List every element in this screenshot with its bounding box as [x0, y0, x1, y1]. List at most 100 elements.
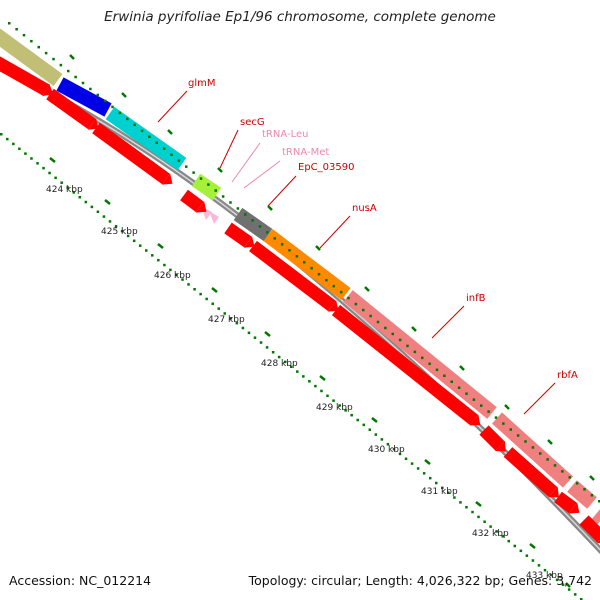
outer-scale-dot [288, 249, 291, 252]
inner-scale-dot [555, 578, 559, 582]
inner-scale-dot [199, 292, 202, 296]
inner-scale-dot [145, 249, 148, 252]
scale-label: 427 kbp [208, 315, 245, 325]
outer-scale-dot [583, 488, 586, 491]
outer-scale-dot [465, 392, 468, 395]
scale-label: 430 kbp [368, 445, 405, 455]
outer-major-tick [459, 365, 465, 371]
inner-scale-dot [253, 336, 257, 339]
inner-scale-dot [211, 302, 214, 306]
cds-arrow [92, 122, 170, 185]
trna-met-marker [209, 211, 219, 224]
inner-scale-dot [404, 457, 408, 461]
outer-scale-dot [140, 129, 144, 133]
cds-arrow [249, 240, 336, 312]
feature-segment-unnamed-1 [0, 28, 63, 87]
outer-scale-dot [339, 290, 343, 294]
inner-scale-dot [483, 520, 486, 523]
inner-scale-dot [477, 515, 480, 519]
major-tick [211, 287, 218, 293]
outer-scale-dot [214, 189, 217, 192]
outer-scale-dot [568, 476, 571, 479]
outer-major-tick [547, 439, 553, 445]
inner-scale-dot [265, 346, 269, 349]
outer-scale-dot [59, 63, 63, 67]
inner-scale-dot [96, 210, 100, 213]
inner-scale-dot [132, 239, 136, 243]
cds-arrowhead [568, 502, 580, 514]
cds-arrowhead [597, 540, 600, 544]
scale-label: 426 kbp [154, 271, 191, 281]
inner-scale-dot [271, 350, 275, 354]
outer-scale-dot [170, 153, 173, 156]
inner-scale-dot [344, 409, 347, 412]
cds-arrowhead [327, 300, 339, 312]
cds-arrowhead [469, 414, 481, 426]
outer-scale-dot [244, 213, 247, 216]
gene-label-rbfa: rbfA [557, 370, 578, 381]
feature-segment-EpC_03590 [233, 207, 273, 242]
outer-scale-dot [295, 255, 299, 258]
major-tick [529, 543, 536, 549]
scale-label: 429 kbp [316, 403, 353, 413]
cds-arrowhead [161, 173, 173, 185]
inner-scale-dot [453, 496, 456, 499]
inner-scale-dot [277, 355, 281, 359]
scale-label: 425 kbp [101, 227, 138, 237]
inner-scale-dot [54, 176, 57, 180]
outer-scale-dot [89, 87, 92, 91]
feature-segment-secG [191, 173, 222, 201]
cds-arrow [180, 189, 204, 213]
major-tick [157, 243, 164, 249]
inner-scale-dot [314, 384, 317, 388]
inner-scale-dot [78, 195, 82, 199]
outer-scale-dot [561, 470, 564, 473]
inner-scale-dot [205, 297, 208, 301]
inner-scale-dot [181, 278, 184, 281]
outer-scale-dot [280, 243, 284, 246]
outer-scale-dot [310, 266, 313, 270]
outer-scale-dot [494, 416, 498, 419]
outer-scale-dot [406, 344, 409, 348]
outer-scale-dot [325, 278, 328, 282]
inner-scale-dot [6, 137, 9, 141]
inner-scale-dot [90, 205, 94, 209]
inner-scale-dot [84, 200, 88, 204]
inner-scale-dot [102, 215, 106, 218]
inner-scale-dot [422, 472, 426, 475]
outer-scale-dot [133, 123, 136, 127]
inner-scale-dot [24, 152, 27, 155]
scale-label: 424 kbp [46, 185, 83, 195]
inner-scale-dot [332, 399, 335, 402]
cds-arrowhead [495, 441, 506, 452]
outer-scale-dot [376, 320, 380, 324]
cds-arrow [331, 304, 479, 426]
leader-line-rbfa [523, 382, 556, 415]
inner-scale-dot [283, 360, 287, 364]
outer-scale-dot [185, 165, 188, 168]
outer-scale-dot [413, 350, 417, 354]
outer-scale-dot [590, 494, 594, 497]
inner-scale-dot [36, 162, 39, 165]
inner-scale-dot [223, 312, 227, 315]
inner-scale-dot [471, 510, 474, 514]
outer-scale-dot [229, 201, 232, 204]
accession-label: Accession: NC_012214 [9, 573, 152, 588]
outer-scale-dot [443, 374, 446, 378]
gene-label-secg: secG [240, 117, 265, 128]
inner-scale-dot [561, 583, 565, 586]
outer-scale-dot [52, 57, 55, 61]
inner-scale-dot [193, 288, 196, 291]
inner-scale-dot [380, 438, 384, 441]
outer-scale-dot [148, 135, 151, 139]
inner-scale-dot [447, 491, 450, 494]
outer-major-tick [315, 245, 321, 251]
inner-scale-dot [525, 554, 529, 557]
major-tick [319, 375, 326, 381]
inner-scale-dot [410, 462, 414, 465]
inner-scale-dot [247, 331, 251, 335]
inner-scale-dot [374, 433, 378, 436]
inner-scale-dot [441, 486, 444, 490]
inner-scale-dot [66, 186, 69, 189]
leader-line-trna-leu [231, 142, 261, 183]
